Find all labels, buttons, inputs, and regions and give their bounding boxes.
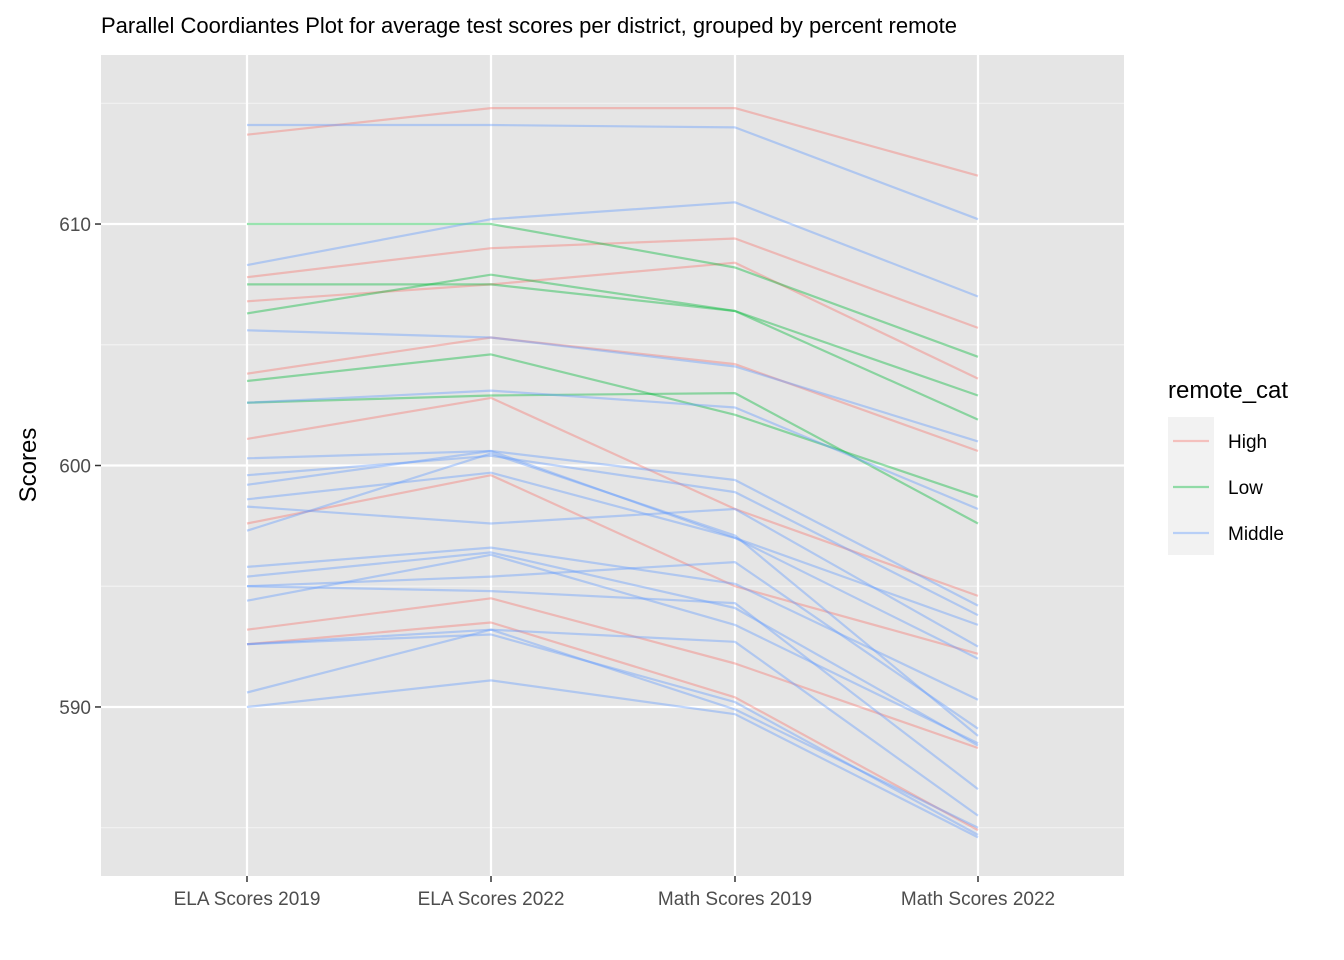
x-tick-label: Math Scores 2019 (658, 889, 812, 910)
x-tick-label: Math Scores 2022 (901, 889, 1055, 910)
axes: 590 600 610 ELA Scores 2019 ELA Scores 2022 M… (59, 215, 1055, 910)
series-line-high (246, 336, 979, 453)
series-line-middle (246, 633, 979, 836)
legend-label-low: Low (1228, 478, 1263, 499)
series-line-high (246, 621, 979, 832)
y-tick-label: 610 (59, 215, 91, 236)
series-line-middle (246, 454, 979, 617)
series-line-middle (246, 471, 979, 660)
series-line-middle (246, 679, 979, 839)
legend-key-background (1168, 417, 1214, 555)
series-line-middle (246, 452, 979, 737)
chart-title: Parallel Coordiantes Plot for average te… (101, 13, 957, 38)
x-tick-label: ELA Scores 2022 (418, 889, 565, 910)
series-line-middle (246, 201, 979, 298)
series-line-middle (246, 551, 979, 747)
y-tick-label: 600 (59, 457, 91, 478)
y-tick-label: 590 (59, 698, 91, 719)
series-line-high (246, 474, 979, 655)
series-line-low (246, 392, 979, 525)
series-line-low (246, 273, 979, 421)
legend: remote_cat High Low Middle (1168, 377, 1288, 555)
series-lines (246, 106, 979, 839)
series-line-high (246, 597, 979, 750)
series-line-high (246, 261, 979, 380)
series-line-middle (246, 546, 979, 701)
series-line-high (246, 396, 979, 597)
series-line-middle (246, 449, 979, 626)
series-line-high (246, 106, 979, 177)
series-line-middle (246, 329, 979, 443)
series-line-middle (247, 123, 979, 221)
series-line-low (246, 353, 979, 498)
series-line-middle (246, 628, 979, 829)
legend-label-middle: Middle (1228, 524, 1284, 545)
grid-lines (101, 55, 1124, 876)
legend-title: remote_cat (1168, 377, 1288, 404)
series-line-middle (246, 505, 979, 648)
series-line-low (247, 283, 979, 397)
x-tick-label: ELA Scores 2019 (174, 889, 321, 910)
y-axis-title: Scores (15, 428, 42, 503)
series-line-middle (246, 560, 979, 730)
series-line-middle (246, 389, 979, 511)
series-line-middle (246, 553, 979, 745)
legend-label-high: High (1228, 432, 1267, 453)
series-line-low (247, 222, 979, 358)
series-line-high (246, 237, 979, 329)
series-line-middle (246, 585, 979, 790)
series-line-middle (246, 628, 979, 817)
series-line-middle (246, 449, 979, 607)
